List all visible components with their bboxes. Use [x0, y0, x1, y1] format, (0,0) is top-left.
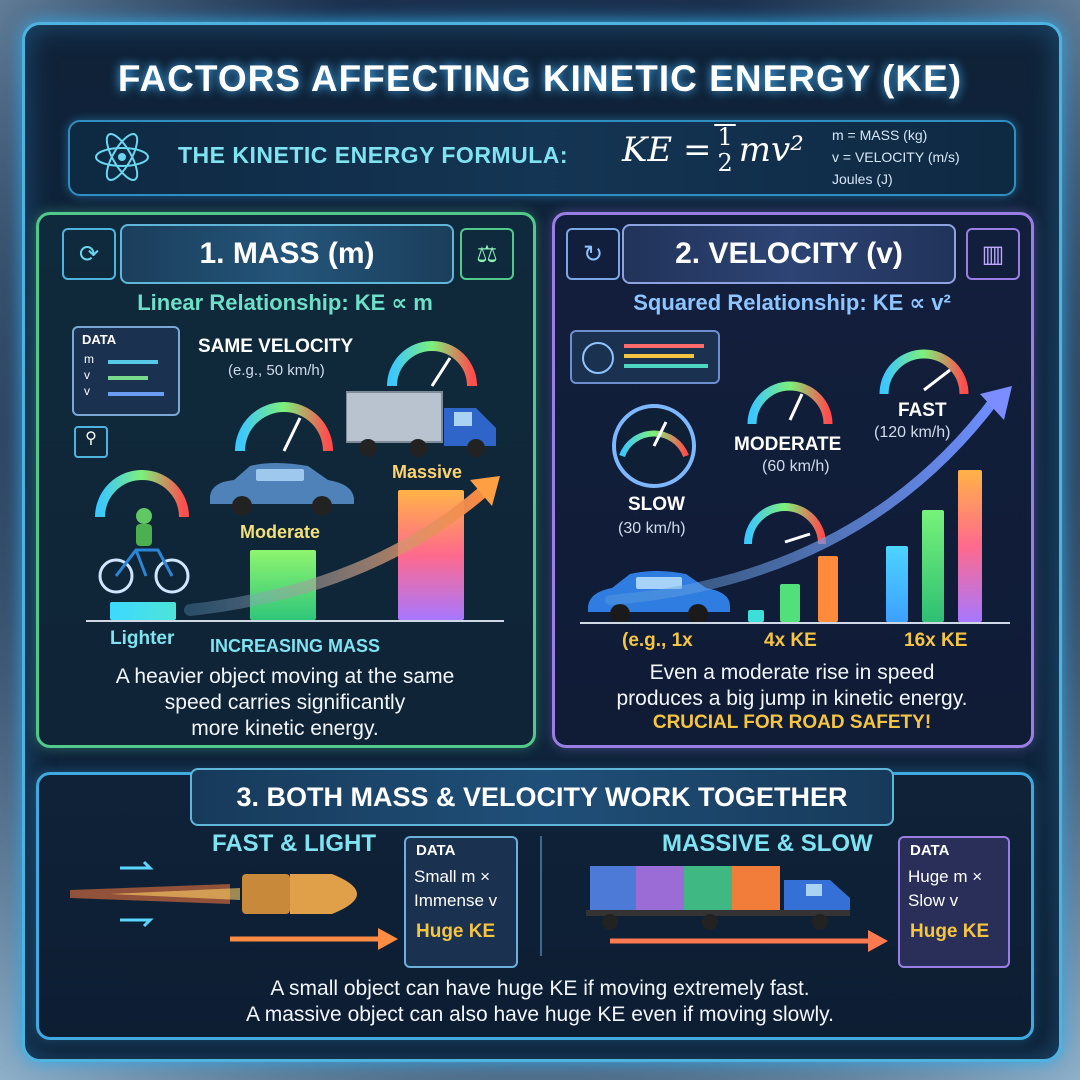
- data-row: v: [84, 384, 90, 398]
- bar-velocity: [780, 584, 800, 622]
- massive-slow-data-box: DATA Huge m × Slow v Huge KE: [898, 836, 1010, 968]
- formula-lhs: KE =: [622, 130, 712, 170]
- mass-description: A heavier object moving at the same spee…: [40, 664, 530, 742]
- mass-header: 1. MASS (m): [120, 224, 454, 284]
- data-box-label: DATA: [910, 842, 950, 859]
- trend-arrow: [605, 386, 1012, 605]
- label-moderate-speed: MODERATE: [734, 434, 842, 455]
- fraction-numerator: 1: [717, 123, 733, 151]
- label-massive: Massive: [392, 462, 463, 482]
- legend-unit: Joules (J): [832, 171, 893, 187]
- label-lighter: Lighter: [110, 628, 175, 649]
- formula-fraction: 1 2: [714, 123, 737, 177]
- velocity-description: Even a moderate rise in speed produces a…: [556, 660, 1028, 712]
- bar-velocity: [748, 610, 764, 622]
- data-row: v: [84, 368, 90, 382]
- data-box-label: DATA: [416, 842, 456, 859]
- bar-lighter: [110, 602, 176, 620]
- label-moderate: Moderate: [240, 522, 321, 542]
- data-box-label: DATA: [82, 332, 117, 347]
- road-safety-highlight: CRUCIAL FOR ROAD SAFETY!: [652, 712, 932, 733]
- description-line: A small object can have huge KE if movin…: [270, 977, 810, 1000]
- atom-icon: [92, 132, 152, 182]
- speed-icon: ↻: [566, 228, 620, 280]
- fast-light-title: FAST & LIGHT: [212, 830, 376, 857]
- gauge-icon: [387, 341, 477, 387]
- page-title: FACTORS AFFECTING KINETIC ENERGY (KE): [117, 58, 963, 99]
- description-line: produces a big jump in kinetic energy.: [616, 687, 968, 710]
- together-header: 3. BOTH MASS & VELOCITY WORK TOGETHER: [190, 768, 894, 826]
- x-axis: [580, 622, 1010, 624]
- label-fast: FAST: [898, 400, 947, 421]
- data-line: Immense v: [414, 891, 498, 910]
- moderate-sub: (60 km/h): [762, 458, 830, 475]
- fast-sub: (120 km/h): [874, 424, 951, 441]
- tick-1x: (e.g., 1x: [622, 630, 693, 651]
- data-line: Small m ×: [414, 867, 491, 886]
- mass-relationship: Linear Relationship: KE ∝ m: [137, 290, 433, 315]
- orbit-icon: ⟳: [62, 228, 116, 280]
- velocity-header: 2. VELOCITY (v): [622, 224, 956, 284]
- data-result: Huge KE: [416, 921, 496, 942]
- same-velocity-label: SAME VELOCITY: [198, 336, 354, 357]
- cyclist-icon: [96, 500, 192, 596]
- speed-data-box: [570, 330, 720, 384]
- legend-mass: m = MASS (kg): [832, 127, 928, 143]
- gauge-icon: [879, 349, 969, 395]
- formula-bar: [68, 120, 1016, 196]
- bar-velocity: [818, 556, 838, 622]
- gauge-icon: [95, 470, 189, 518]
- gauge-icon: [235, 402, 333, 452]
- gauge-icon: [747, 381, 833, 425]
- divider: [540, 836, 542, 956]
- mass-data-box: DATA m v v: [72, 326, 180, 416]
- description-line: A massive object can also have huge KE e…: [246, 1003, 834, 1026]
- description-line: speed carries significantly: [164, 691, 406, 714]
- description-line: more kinetic energy.: [191, 717, 379, 740]
- gauge-icon: [744, 503, 826, 545]
- description-line: A heavier object moving at the same: [115, 665, 455, 688]
- arrow-icon: [230, 928, 398, 950]
- bullet-icon: [70, 848, 390, 948]
- description-line: Even a moderate rise in speed: [649, 661, 935, 684]
- same-velocity-sub: (e.g., 50 km/h): [228, 362, 325, 379]
- chart-icon: ⚲: [74, 426, 108, 458]
- together-description: A small object can have huge KE if movin…: [36, 976, 1044, 1028]
- formula: KE = 1 2 mv²: [622, 124, 804, 176]
- velocity-relationship: Squared Relationship: KE ∝ v²: [633, 290, 951, 315]
- truck-icon: [345, 386, 502, 462]
- data-line: Slow v: [908, 891, 959, 910]
- label-slow: SLOW: [628, 494, 685, 515]
- bar-chart-icon: ▥: [966, 228, 1020, 280]
- weight-icon: ⚖: [460, 228, 514, 280]
- formula-label: THE KINETIC ENERGY FORMULA:: [178, 142, 569, 168]
- cargo-truck-icon: [580, 836, 876, 936]
- bar-velocity: [886, 546, 908, 622]
- massive-slow-title: MASSIVE & SLOW: [662, 830, 873, 857]
- formula-legend: m = MASS (kg) v = VELOCITY (m/s) Joules …: [832, 124, 960, 190]
- fraction-denominator: 2: [717, 149, 733, 177]
- bar-velocity: [922, 510, 944, 622]
- bar-velocity: [958, 470, 982, 622]
- arrow-icon: [610, 930, 888, 952]
- data-line: Huge m ×: [908, 867, 983, 886]
- legend-velocity: v = VELOCITY (m/s): [832, 149, 960, 165]
- tick-16x: 16x KE: [904, 630, 968, 651]
- axis-label: INCREASING MASS: [210, 636, 381, 656]
- trend-arrow: [184, 476, 500, 616]
- formula-rhs: mv²: [738, 130, 804, 170]
- fraction-bar: [714, 124, 737, 126]
- data-result: Huge KE: [910, 921, 990, 942]
- slow-sub: (30 km/h): [618, 520, 686, 537]
- velocity-panel: [552, 212, 1034, 748]
- car-icon: [204, 458, 358, 518]
- data-row: m: [84, 352, 94, 366]
- tick-4x: 4x KE: [764, 630, 817, 651]
- fast-light-data-box: DATA Small m × Immense v Huge KE: [404, 836, 518, 968]
- speedometer-icon: [612, 404, 696, 488]
- x-axis: [86, 620, 504, 622]
